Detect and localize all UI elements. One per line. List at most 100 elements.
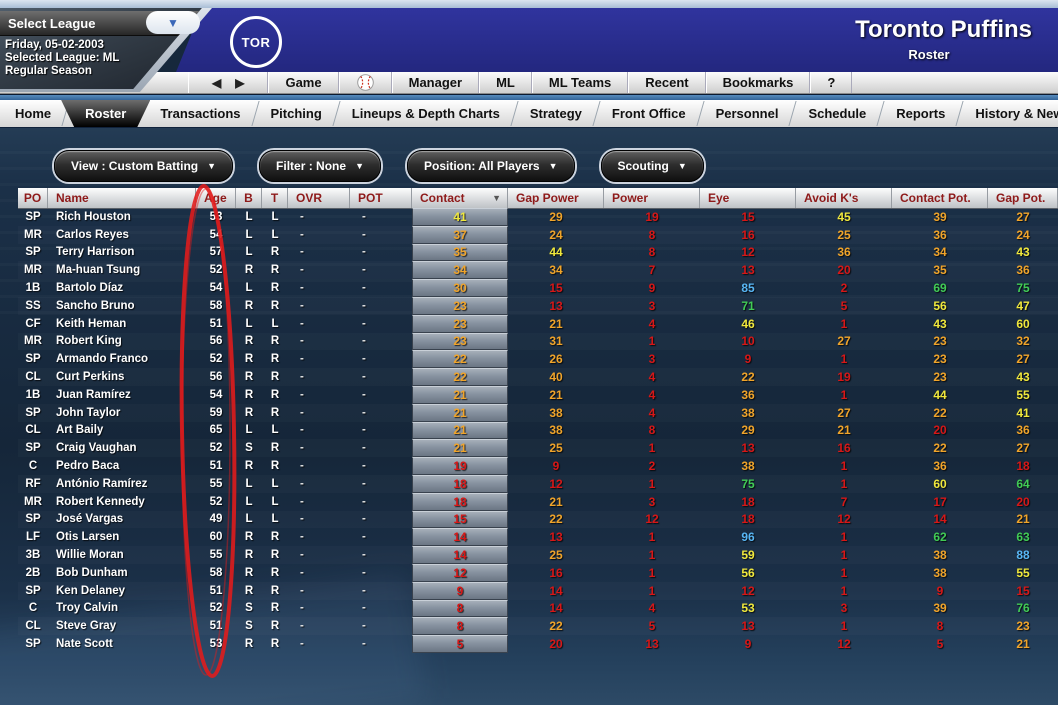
player-name-cell[interactable]: Craig Vaughan — [56, 442, 137, 455]
filter-button-scouting[interactable]: Scouting ▼ — [600, 150, 704, 182]
tab-lineups-depth-charts[interactable]: Lineups & Depth Charts — [337, 100, 515, 127]
table-row[interactable]: MR Robert Kennedy 52 L L - - 18 21 3 18 7 17 20 — [18, 492, 1058, 511]
player-name-cell[interactable]: Sancho Bruno — [56, 299, 135, 312]
cell-b: R — [244, 299, 254, 312]
column-header-name[interactable]: Name — [48, 188, 196, 208]
column-header-b[interactable]: B — [236, 188, 262, 208]
table-row[interactable]: MR Carlos Reyes 54 L L - - 37 24 8 16 25 36 24 — [18, 225, 1058, 244]
player-name-cell[interactable]: Rich Houston — [56, 210, 131, 223]
table-row[interactable]: LF Otis Larsen 60 R R - - 14 13 1 96 1 62 63 — [18, 528, 1058, 547]
player-name-cell[interactable]: Troy Calvin — [56, 602, 118, 615]
select-league-dropdown[interactable]: ▼ — [146, 11, 200, 34]
nav-button-ml[interactable]: ML — [479, 72, 532, 93]
tab-front-office[interactable]: Front Office — [597, 100, 701, 127]
filter-button-position[interactable]: Position: All Players ▼ — [406, 150, 575, 182]
nav-button-manager[interactable]: Manager — [391, 72, 480, 93]
tab-strategy[interactable]: Strategy — [515, 100, 597, 127]
nav-button-ml-teams[interactable]: ML Teams — [531, 72, 629, 93]
column-header-power[interactable]: Power — [604, 188, 700, 208]
table-row[interactable]: C Pedro Baca 51 R R - - 19 9 2 38 1 36 18 — [18, 457, 1058, 475]
column-header-po[interactable]: PO — [18, 188, 48, 208]
tab-history-news[interactable]: History & News — [960, 100, 1058, 127]
tab-home[interactable]: Home — [0, 100, 66, 127]
table-row[interactable]: SP Armando Franco 52 R R - - 22 26 3 9 1 23 27 — [18, 350, 1058, 369]
player-name-cell[interactable]: Ma-huan Tsung — [56, 264, 141, 277]
cell-po: C — [28, 602, 38, 615]
column-header-eye[interactable]: Eye — [700, 188, 796, 208]
tab-transactions[interactable]: Transactions — [145, 100, 255, 127]
cell-gap-power: 9 — [552, 459, 560, 474]
player-name-cell[interactable]: Pedro Baca — [56, 460, 120, 473]
table-row[interactable]: SP José Vargas 49 L L - - 15 22 12 18 12 14 21 — [18, 510, 1058, 529]
column-header-t[interactable]: T — [262, 188, 288, 208]
player-name-cell[interactable]: Carlos Reyes — [56, 228, 129, 241]
column-header-age[interactable]: Age — [196, 188, 236, 208]
cell-gap-pot: 47 — [1016, 298, 1030, 313]
table-row[interactable]: 1B Juan Ramírez 54 R R - - 21 21 4 36 1 44 55 — [18, 385, 1058, 404]
player-name-cell[interactable]: Robert King — [56, 335, 122, 348]
tab-schedule[interactable]: Schedule — [793, 100, 881, 127]
column-header-contact-pot[interactable]: Contact Pot. — [892, 188, 988, 208]
forward-arrow-button[interactable]: ▶ — [235, 75, 245, 90]
table-row[interactable]: CL Curt Perkins 56 R R - - 22 40 4 22 19 23 43 — [18, 368, 1058, 386]
table-row[interactable]: MR Robert King 56 R R - - 23 31 1 10 27 23 32 — [18, 332, 1058, 351]
table-row[interactable]: SP Ken Delaney 51 R R - - 9 14 1 12 1 9 15 — [18, 581, 1058, 600]
table-row[interactable]: 3B Willie Moran 55 R R - - 14 25 1 59 1 38 88 — [18, 546, 1058, 564]
cell-t: R — [270, 566, 280, 579]
table-row[interactable]: C Troy Calvin 52 S R - - 8 14 4 53 3 39 76 — [18, 599, 1058, 618]
player-name-cell[interactable]: Steve Gray — [56, 620, 117, 633]
player-name-cell[interactable]: Bartolo Díaz — [56, 282, 124, 295]
column-header-avoid-ks[interactable]: Avoid K's — [796, 188, 892, 208]
player-name-cell[interactable]: Robert Kennedy — [56, 495, 145, 508]
cell-age: 60 — [209, 531, 223, 544]
tab-personnel[interactable]: Personnel — [701, 100, 794, 127]
column-header-gap-power[interactable]: Gap Power — [508, 188, 604, 208]
player-name-cell[interactable]: Curt Perkins — [56, 371, 125, 384]
table-row[interactable]: 2B Bob Dunham 58 R R - - 12 16 1 56 1 38 55 — [18, 563, 1058, 582]
cell-power: 1 — [648, 334, 656, 349]
player-name-cell[interactable]: António Ramírez — [56, 477, 148, 490]
player-name-cell[interactable]: José Vargas — [56, 513, 124, 526]
cell-gap-power: 38 — [549, 405, 563, 420]
table-row[interactable]: SP Terry Harrison 57 L R - - 35 44 8 12 36 34 43 — [18, 243, 1058, 262]
back-arrow-button[interactable]: ◀ — [212, 75, 222, 90]
nav-button-bookmarks[interactable]: Bookmarks — [705, 72, 811, 93]
column-header-pot[interactable]: POT — [350, 188, 412, 208]
table-row[interactable]: CL Steve Gray 51 S R - -8 22 5 13 1 8 23 — [18, 617, 1058, 636]
table-row[interactable]: CF Keith Heman 51 L L - - 23 21 4 46 1 43 60 — [18, 314, 1058, 333]
table-row[interactable]: SS Sancho Bruno 58 R R - - 23 13 3 71 5 56 47 — [18, 296, 1058, 315]
player-name-cell[interactable]: Juan Ramírez — [56, 388, 131, 401]
filter-button-filter[interactable]: Filter : None ▼ — [259, 150, 381, 182]
player-name-cell[interactable]: Armando Franco — [56, 353, 149, 366]
player-name-cell[interactable]: Otis Larsen — [56, 531, 120, 544]
table-row[interactable]: RF António Ramírez 55 L L - - 18 12 1 75 1 60 64 — [18, 474, 1058, 493]
cell-pot: - — [362, 602, 366, 615]
column-header-ovr[interactable]: OVR — [288, 188, 350, 208]
table-row[interactable]: SP John Taylor 59 R R - - 21 38 4 38 27 22 41 — [18, 403, 1058, 422]
nav-button-game[interactable]: Game — [268, 72, 339, 93]
player-name-cell[interactable]: Nate Scott — [56, 638, 113, 651]
column-header-gap-pot[interactable]: Gap Pot. — [988, 188, 1058, 208]
player-name-cell[interactable]: Bob Dunham — [56, 566, 128, 579]
table-row[interactable]: SP Craig Vaughan 52 S R - - 21 25 1 13 16 22 27 — [18, 439, 1058, 458]
table-row[interactable]: SP Rich Houston 53 L L - - 41 29 19 15 45 39 27 — [18, 208, 1058, 226]
tab-pitching[interactable]: Pitching — [256, 100, 337, 127]
table-row[interactable]: CL Art Baily 65 L L - - 21 38 8 29 21 20 36 — [18, 421, 1058, 440]
chevron-down-icon: ▼ — [167, 15, 179, 30]
table-row[interactable]: MR Ma-huan Tsung 52 R R - - 34 34 7 13 20 35 36 — [18, 261, 1058, 280]
nav-button-help[interactable]: ? — [810, 72, 853, 93]
player-name-cell[interactable]: Keith Heman — [56, 317, 127, 330]
baseball-icon-button[interactable] — [338, 72, 392, 93]
player-name-cell[interactable]: Terry Harrison — [56, 246, 135, 259]
player-name-cell[interactable]: John Taylor — [56, 406, 121, 419]
column-header-contact[interactable]: Contact ▼ — [412, 188, 508, 208]
player-name-cell[interactable]: Willie Moran — [56, 549, 124, 562]
filter-button-view[interactable]: View : Custom Batting ▼ — [54, 150, 234, 182]
table-row[interactable]: 1B Bartolo Díaz 54 L R - - 30 15 9 85 2 69 75 — [18, 279, 1058, 297]
player-name-cell[interactable]: Art Baily — [56, 424, 104, 437]
nav-button-recent[interactable]: Recent — [628, 72, 706, 93]
tab-roster[interactable]: Roster — [61, 100, 150, 127]
table-row[interactable]: SP Nate Scott 53 R R - - 5 20 13 9 12 5 21 — [18, 635, 1058, 653]
tab-reports[interactable]: Reports — [881, 100, 960, 127]
player-name-cell[interactable]: Ken Delaney — [56, 584, 126, 597]
